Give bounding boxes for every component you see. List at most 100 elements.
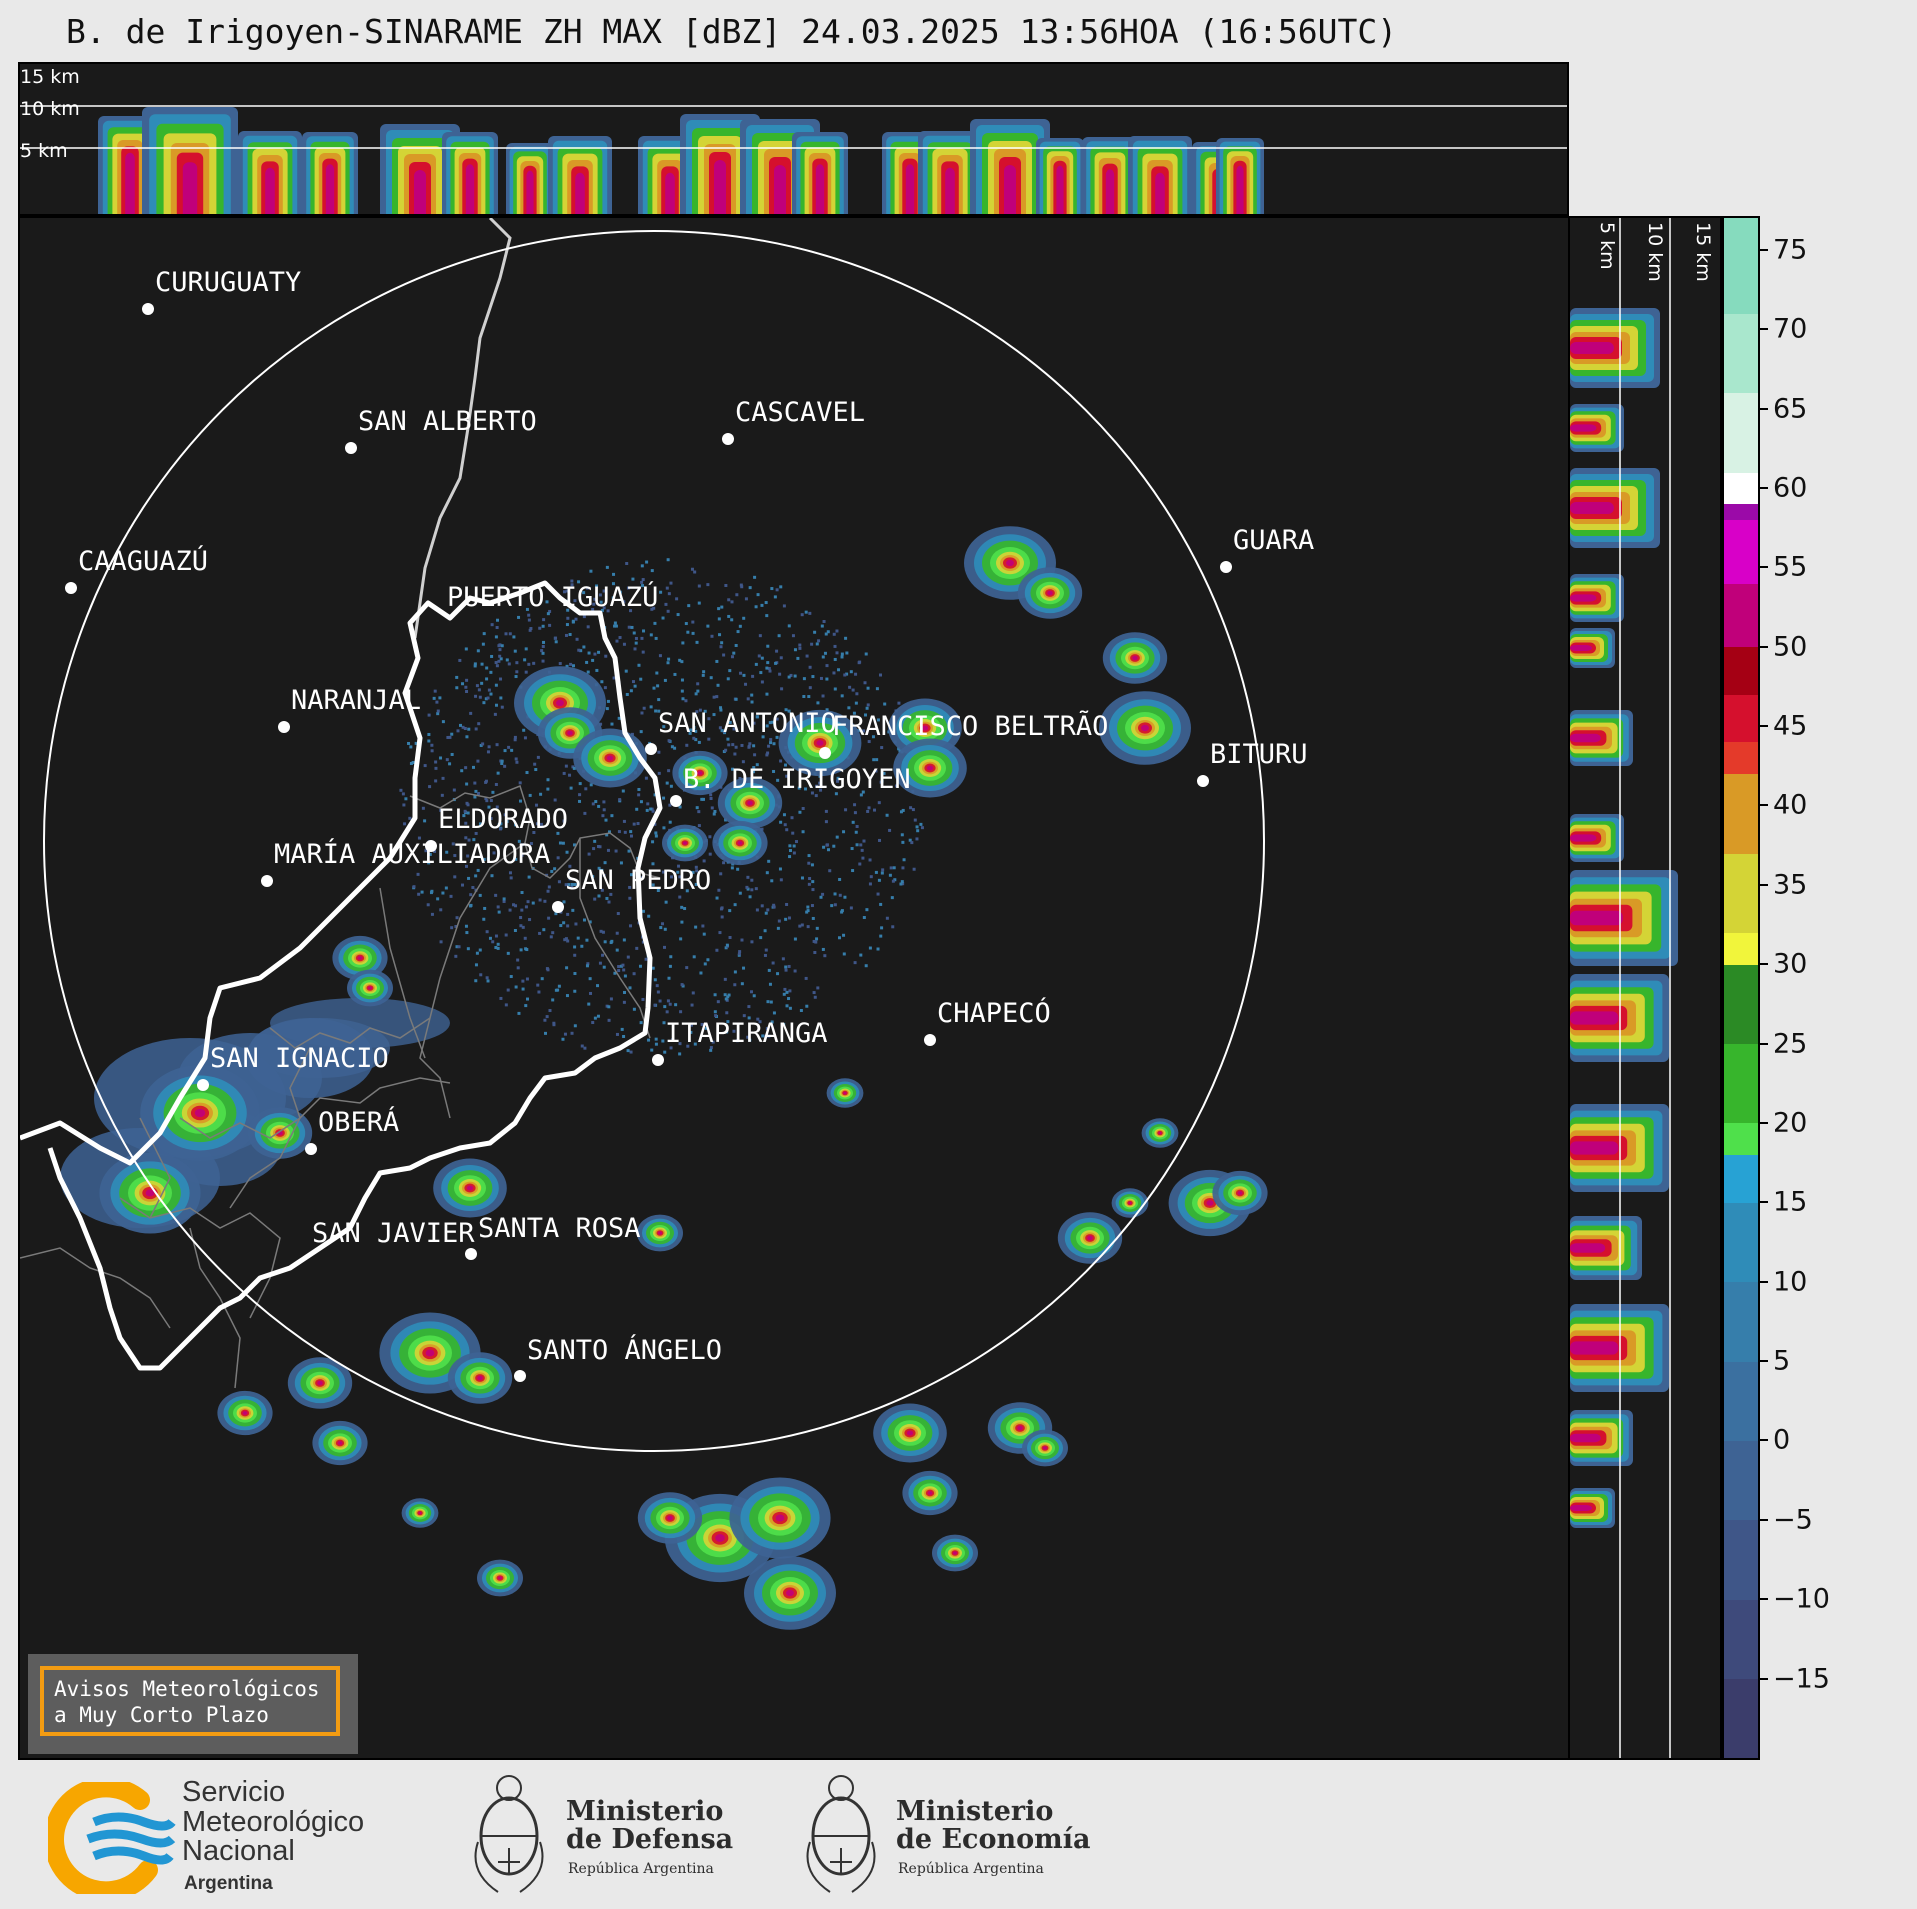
city-bituru[interactable]: BITURU [1197, 739, 1308, 787]
city-san-javier[interactable]: SAN JAVIER [312, 1218, 475, 1249]
clutter-pixel [519, 948, 523, 952]
clutter-pixel [495, 743, 499, 747]
clutter-pixel [637, 787, 641, 791]
top-section-cell [1216, 138, 1264, 214]
clutter-pixel [514, 985, 518, 989]
avisos-line-2: a Muy Corto Plazo [54, 1703, 269, 1728]
clutter-pixel [766, 908, 770, 912]
clutter-pixel [546, 968, 550, 972]
precipitation-echoes [60, 526, 1268, 1630]
city-san-alberto[interactable]: SAN ALBERTO [345, 406, 537, 454]
clutter-pixel [578, 793, 582, 797]
city-caaguazu[interactable]: CAAGUAZÚ [65, 545, 208, 594]
city-curuguaty[interactable]: CURUGUATY [142, 267, 301, 315]
clutter-pixel [815, 642, 819, 646]
clutter-pixel [804, 610, 808, 614]
clutter-pixel [851, 820, 855, 824]
clutter-pixel [782, 813, 786, 817]
city-guara[interactable]: GUARA [1220, 525, 1314, 573]
city-santo-angelo[interactable]: SANTO ÁNGELO [514, 1334, 722, 1382]
clutter-pixel [879, 934, 883, 938]
clutter-pixel [650, 569, 654, 573]
colorbar-tick-label: −15 [1773, 1663, 1830, 1695]
storm-cell [712, 820, 768, 866]
city-obera[interactable]: OBERÁ [305, 1106, 399, 1155]
clutter-pixel [592, 602, 596, 606]
clutter-pixel [696, 682, 700, 686]
city-santa-rosa[interactable]: SANTA ROSA [465, 1213, 641, 1260]
clutter-pixel [734, 697, 738, 701]
clutter-pixel [876, 718, 880, 722]
side-section-cell [1570, 870, 1678, 966]
clutter-pixel [657, 750, 661, 754]
clutter-pixel [583, 1046, 587, 1050]
city-san-pedro[interactable]: SAN PEDRO [552, 865, 711, 913]
clutter-pixel [449, 894, 453, 898]
colorbar-tick-mark [1760, 1121, 1768, 1124]
clutter-pixel [514, 904, 518, 908]
city-chapeco[interactable]: CHAPECÓ [924, 997, 1051, 1046]
city-dot [652, 1054, 664, 1066]
clutter-pixel [733, 903, 737, 907]
clutter-pixel [678, 1052, 682, 1056]
clutter-pixel [764, 601, 768, 605]
clutter-pixel [615, 639, 619, 643]
avisos-badge[interactable]: Avisos Meteorológicos a Muy Corto Plazo [28, 1654, 358, 1754]
clutter-pixel [834, 792, 838, 796]
city-b-de-irigoyen[interactable]: B. DE IRIGOYEN [670, 764, 911, 807]
side-alt-label-10km: 10 km [1644, 222, 1666, 282]
city-san-antonio[interactable]: SAN ANTONIO [645, 708, 837, 755]
city-cascavel[interactable]: CASCAVEL [722, 397, 865, 445]
clutter-pixel [685, 889, 689, 893]
clutter-pixel [779, 878, 783, 882]
clutter-pixel [680, 905, 684, 909]
clutter-pixel [457, 945, 461, 949]
clutter-pixel [758, 1020, 762, 1024]
clutter-pixel [654, 1037, 658, 1041]
clutter-pixel [585, 660, 589, 664]
clutter-pixel [709, 793, 713, 797]
clutter-pixel [784, 917, 788, 921]
clutter-pixel [557, 880, 561, 884]
clutter-pixel [505, 820, 509, 824]
storm-cell [893, 738, 967, 798]
clutter-pixel [556, 988, 560, 992]
city-label: SAN ALBERTO [358, 406, 537, 437]
clutter-pixel [859, 793, 863, 797]
colorbar-segment [1724, 313, 1758, 394]
clutter-pixel [525, 607, 529, 611]
clutter-pixel [464, 647, 468, 651]
clutter-pixel [534, 803, 538, 807]
clutter-pixel [605, 1004, 609, 1008]
clutter-pixel [784, 763, 788, 767]
clutter-pixel [497, 910, 501, 914]
clutter-pixel [847, 706, 851, 710]
city-eldorado[interactable]: ELDORADO [425, 804, 568, 852]
top-section-cell [1036, 138, 1084, 214]
city-francisco-beltrao[interactable]: FRANCISCO BELTRÃO [819, 710, 1108, 759]
clutter-pixel [426, 903, 430, 907]
clutter-pixel [908, 838, 912, 842]
clutter-pixel [876, 892, 880, 896]
clutter-pixel [583, 811, 587, 815]
city-naranjal[interactable]: NARANJAL [278, 685, 421, 733]
clutter-pixel [688, 731, 692, 735]
city-itapiranga[interactable]: ITAPIRANGA [652, 1018, 828, 1066]
clutter-pixel [706, 958, 710, 962]
city-san-ignacio[interactable]: SAN IGNACIO [197, 1043, 389, 1091]
radar-map[interactable]: CURUGUATY SAN ALBERTO CASCAVEL CAAGUAZÚ GUAR… [18, 216, 1570, 1760]
clutter-pixel [565, 994, 569, 998]
clutter-pixel [722, 653, 726, 657]
city-maria-auxiliadora[interactable]: MARÍA AUXILIADORA [261, 838, 550, 887]
colorbar-tick-mark [1760, 883, 1768, 886]
clutter-pixel [835, 629, 839, 633]
clutter-pixel [775, 735, 779, 739]
city-puerto-iguazu[interactable]: PUERTO IGUAZÚ [447, 581, 658, 613]
clutter-pixel [732, 727, 736, 731]
clutter-pixel [725, 1011, 729, 1015]
clutter-pixel [866, 703, 870, 707]
city-label: BITURU [1210, 739, 1308, 770]
clutter-pixel [622, 968, 626, 972]
clutter-pixel [691, 991, 695, 995]
clutter-pixel [742, 616, 746, 620]
